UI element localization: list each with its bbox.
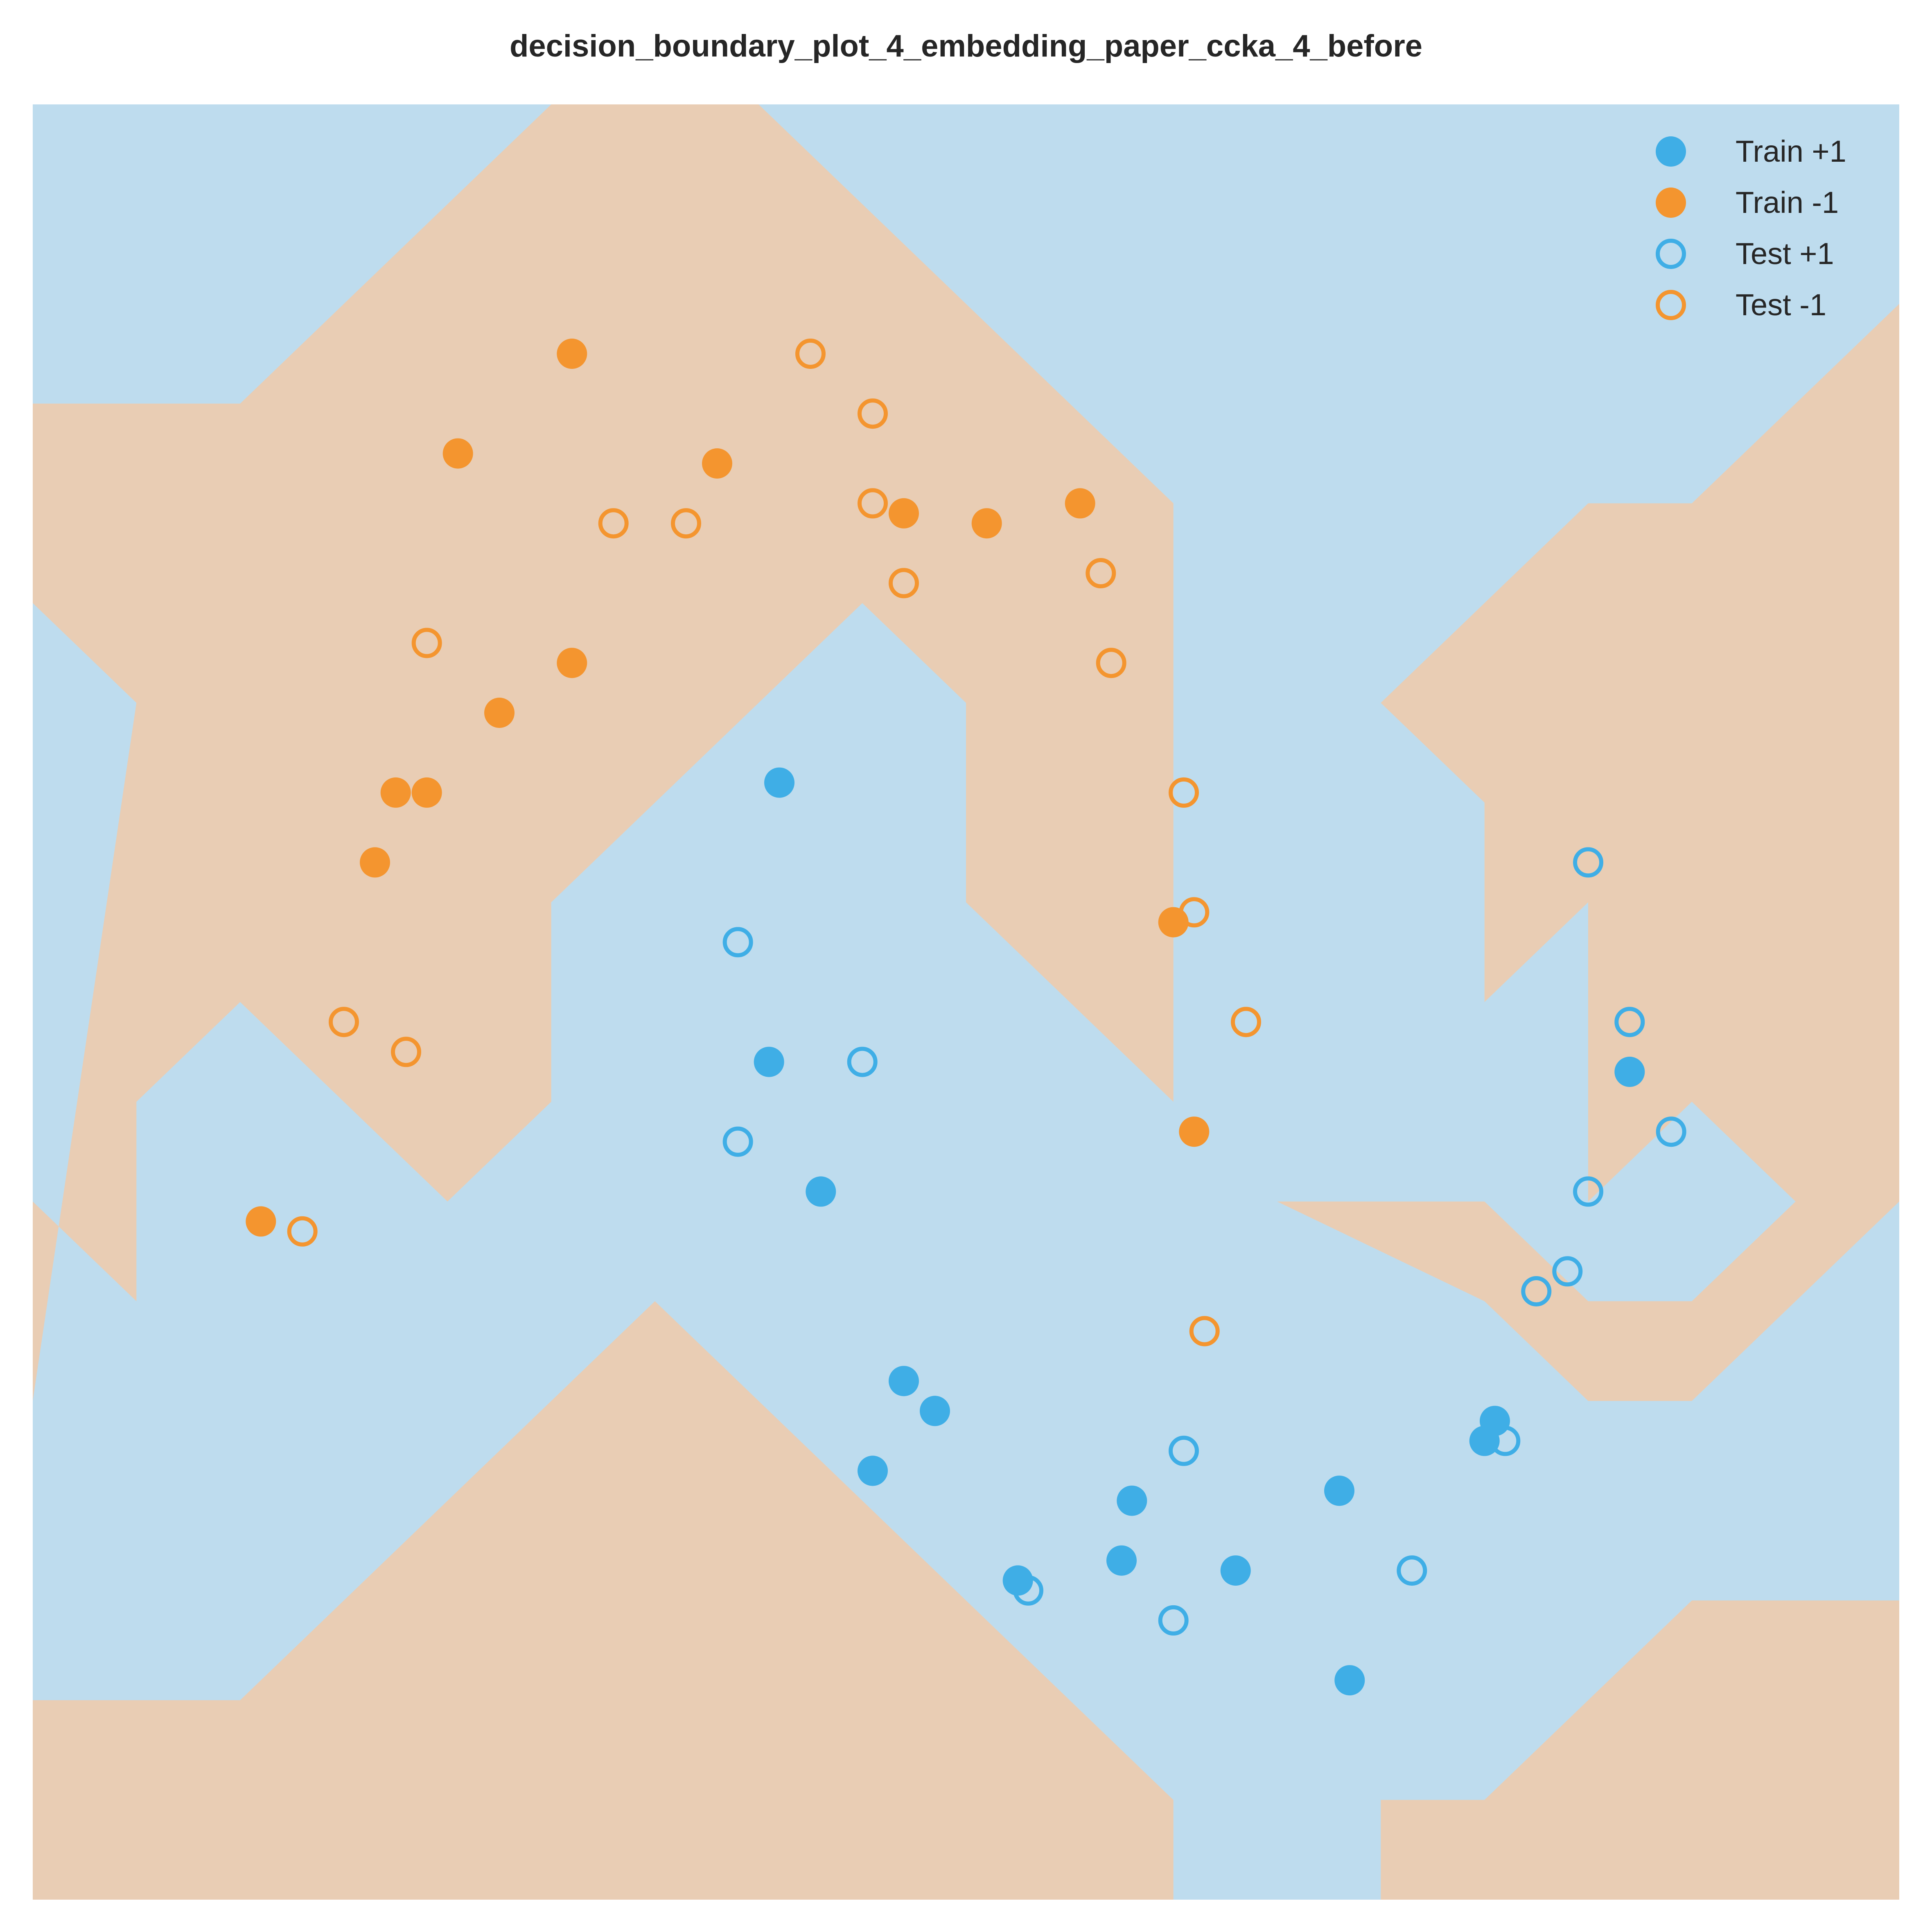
point-test-neg-12 [1231, 1007, 1261, 1037]
point-test-pos-5 [1614, 1007, 1645, 1037]
chart-title: decision_boundary_plot_4_embedding_paper… [510, 29, 1422, 63]
point-train-pos-15 [1614, 1057, 1645, 1087]
legend-entry-test-pos: Test +1 [1656, 237, 1834, 271]
point-train-pos-14 [1469, 1426, 1500, 1456]
point-train-pos-7 [1117, 1485, 1147, 1516]
point-test-pos-7 [1573, 1176, 1603, 1207]
point-test-neg-2 [858, 398, 888, 429]
legend-marker-train-pos [1656, 136, 1686, 167]
point-train-pos-2 [754, 1046, 784, 1077]
legend-marker-test-pos [1656, 239, 1686, 269]
legend-marker-train-neg [1656, 188, 1686, 218]
legend-label-test-neg: Test -1 [1736, 288, 1826, 322]
point-train-neg-10 [411, 777, 442, 808]
point-test-neg-9 [411, 628, 442, 658]
point-train-neg-5 [971, 508, 1002, 539]
point-test-pos-1 [722, 927, 753, 958]
negative-region-2 [1381, 1600, 1899, 1900]
point-train-neg-13 [1179, 1116, 1210, 1147]
point-test-neg-3 [598, 508, 629, 539]
negative-class-regions [33, 104, 1899, 1900]
point-train-neg-2 [442, 438, 473, 469]
point-train-pos-11 [1324, 1476, 1354, 1506]
negative-region-1 [33, 1301, 1174, 1900]
point-train-neg-1 [557, 339, 587, 369]
negative-region-3 [33, 104, 1899, 1401]
point-train-neg-11 [360, 847, 390, 878]
point-test-neg-10 [1169, 777, 1199, 808]
point-train-pos-10 [1220, 1555, 1251, 1586]
point-test-pos-12 [1013, 1575, 1043, 1606]
point-train-pos-4 [889, 1366, 919, 1396]
point-train-neg-8 [484, 698, 515, 728]
data-points [246, 339, 1686, 1696]
point-test-neg-14 [391, 1037, 421, 1067]
point-train-pos-6 [858, 1455, 888, 1486]
point-train-neg-4 [889, 498, 919, 529]
point-test-neg-15 [287, 1216, 318, 1247]
point-train-neg-14 [246, 1206, 276, 1237]
legend-label-train-pos: Train +1 [1736, 134, 1846, 168]
point-test-neg-13 [329, 1007, 359, 1037]
point-test-pos-13 [1158, 1605, 1189, 1636]
point-test-neg-6 [889, 568, 919, 599]
legend: Train +1 Train -1 Test +1 Test -1 [1656, 134, 1846, 322]
series-train-pos [754, 767, 1645, 1696]
point-test-neg-8 [1096, 648, 1126, 678]
legend-entry-train-neg: Train -1 [1656, 185, 1839, 219]
point-train-pos-1 [764, 767, 794, 798]
legend-marker-test-neg [1656, 290, 1686, 320]
series-test-neg [287, 339, 1261, 1347]
point-train-pos-9 [1106, 1545, 1137, 1576]
point-train-neg-9 [380, 777, 411, 808]
legend-label-train-neg: Train -1 [1736, 185, 1839, 219]
legend-label-test-pos: Test +1 [1736, 237, 1834, 271]
point-test-neg-7 [1086, 558, 1116, 588]
point-test-pos-14 [1397, 1555, 1427, 1586]
point-test-neg-11 [1179, 897, 1210, 928]
point-train-neg-3 [702, 448, 732, 479]
point-test-neg-5 [858, 488, 888, 519]
point-train-neg-6 [1065, 488, 1095, 519]
point-test-pos-10 [1169, 1435, 1199, 1466]
point-test-pos-9 [1521, 1276, 1552, 1306]
point-train-pos-5 [920, 1396, 950, 1426]
point-train-neg-7 [557, 648, 587, 678]
point-test-pos-6 [1656, 1116, 1686, 1147]
point-test-pos-3 [722, 1126, 753, 1157]
point-test-pos-4 [1573, 847, 1603, 878]
legend-entry-test-neg: Test -1 [1656, 288, 1826, 322]
point-test-neg-1 [795, 339, 826, 369]
point-train-pos-12 [1334, 1665, 1365, 1696]
series-test-pos [722, 847, 1686, 1636]
point-train-pos-3 [806, 1176, 836, 1207]
point-test-neg-4 [671, 508, 701, 539]
point-test-pos-8 [1552, 1256, 1583, 1287]
point-test-neg-16 [1189, 1316, 1220, 1347]
point-test-pos-2 [847, 1046, 878, 1077]
plot-area [33, 104, 1899, 1900]
legend-entry-train-pos: Train +1 [1656, 134, 1846, 168]
point-test-pos-11 [1490, 1426, 1521, 1456]
